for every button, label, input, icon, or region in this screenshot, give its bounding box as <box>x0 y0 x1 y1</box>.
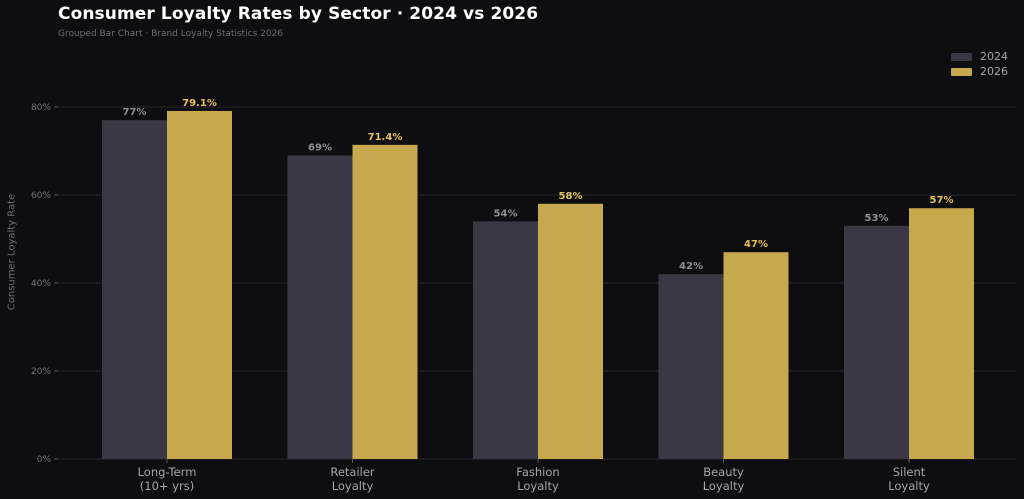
y-tick-label: 0% <box>37 455 52 465</box>
value-label-2024-1: 69% <box>308 142 332 153</box>
y-tick-label: 40% <box>31 279 51 289</box>
category-label-3: Beauty <box>703 465 744 479</box>
legend: 2024 2026 <box>951 49 1008 79</box>
bar-2026-3 <box>723 252 789 459</box>
bar-2024-2 <box>473 221 538 459</box>
legend-label-2024: 2024 <box>980 50 1008 63</box>
category-labels: Long-Term(10+ yrs)RetailerLoyaltyFashion… <box>138 459 930 493</box>
category-label-1: Retailer <box>330 465 375 479</box>
legend-item-2026: 2026 <box>951 64 1008 79</box>
value-label-2024-4: 53% <box>865 213 889 224</box>
category-label-1: Loyalty <box>332 479 374 493</box>
legend-swatch-2026 <box>951 67 972 76</box>
value-label-2024-2: 54% <box>494 208 518 219</box>
bar-2026-4 <box>909 208 974 459</box>
category-label-2: Loyalty <box>517 479 559 493</box>
y-tick-label: 60% <box>31 191 51 201</box>
bar-2024-4 <box>844 225 909 459</box>
category-label-4: Silent <box>893 465 926 479</box>
y-tick-label: 80% <box>31 103 51 113</box>
bar-2026-2 <box>538 203 603 459</box>
category-label-3: Loyalty <box>703 479 745 493</box>
category-label-2: Fashion <box>516 465 559 479</box>
y-tick-label: 20% <box>31 367 51 377</box>
bar-2024-0 <box>102 120 167 459</box>
legend-label-2026: 2026 <box>980 65 1008 78</box>
bars <box>102 110 974 460</box>
chart-title: Consumer Loyalty Rates by Sector · 2024 … <box>58 4 539 24</box>
y-tick-labels: 0% 20% 40% 60% 80% <box>31 103 51 465</box>
chart-subtitle: Grouped Bar Chart · Brand Loyalty Statis… <box>58 29 284 39</box>
value-label-2024-0: 77% <box>123 107 147 118</box>
bar-2024-1 <box>287 155 353 459</box>
category-label-0: (10+ yrs) <box>140 479 194 493</box>
value-label-2026-2: 58% <box>559 191 583 202</box>
value-label-2026-1: 71.4% <box>368 132 403 143</box>
legend-swatch-2024 <box>951 52 972 61</box>
value-label-2026-3: 47% <box>744 239 768 250</box>
bar-2026-0 <box>167 110 232 460</box>
category-label-0: Long-Term <box>138 465 197 479</box>
bar-2024-3 <box>658 274 724 459</box>
bar-2026-1 <box>352 144 418 459</box>
value-label-2026-0: 79.1% <box>182 98 217 109</box>
category-label-4: Loyalty <box>888 479 930 493</box>
legend-item-2024: 2024 <box>951 49 1008 64</box>
value-labels: 77% 79.1% 69% 71.4% 54% 58% 42% 47% 53% 57% <box>123 98 954 272</box>
value-label-2026-4: 57% <box>930 195 954 206</box>
value-label-2024-3: 42% <box>679 261 703 272</box>
